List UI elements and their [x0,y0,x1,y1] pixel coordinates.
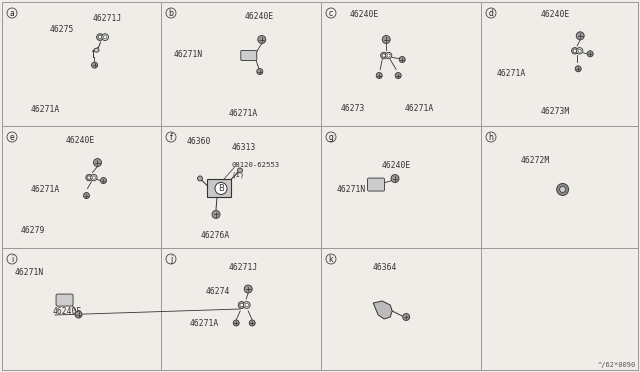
Text: 46240E: 46240E [350,10,379,19]
Text: 46271A: 46271A [31,185,60,194]
Circle shape [577,48,583,54]
Text: 46271J: 46271J [228,263,257,272]
Text: e: e [10,132,14,141]
Circle shape [92,62,97,68]
Circle shape [91,174,97,181]
Text: 46272M: 46272M [520,155,550,165]
Circle shape [245,303,248,307]
Text: 46271N: 46271N [174,49,203,58]
Circle shape [93,158,102,167]
Circle shape [215,182,227,195]
Text: 46276A: 46276A [201,231,230,240]
Text: 46240E: 46240E [244,12,273,21]
Circle shape [381,52,387,59]
FancyBboxPatch shape [367,178,385,191]
Text: 46240E: 46240E [53,307,82,316]
Text: g: g [328,132,333,141]
Circle shape [233,320,239,326]
Circle shape [212,211,220,218]
Circle shape [86,174,92,181]
Circle shape [83,193,90,199]
Text: h: h [488,132,493,141]
Text: f: f [170,132,172,141]
Circle shape [575,66,581,72]
Circle shape [102,34,109,41]
Circle shape [385,52,392,59]
Circle shape [572,48,578,54]
Text: j: j [170,254,172,263]
Text: 46360: 46360 [187,137,211,146]
Polygon shape [373,301,392,319]
Text: 46271A: 46271A [404,104,433,113]
Circle shape [559,186,566,192]
Circle shape [376,73,382,78]
Circle shape [88,176,91,179]
Circle shape [382,35,390,44]
Circle shape [92,176,95,179]
Circle shape [97,34,104,41]
Text: 46275: 46275 [50,25,74,34]
Ellipse shape [94,48,99,52]
Text: 46271A: 46271A [190,319,219,328]
FancyBboxPatch shape [56,294,73,306]
Circle shape [387,54,390,57]
Circle shape [99,35,102,39]
Text: 46273M: 46273M [541,107,570,116]
Text: 46271J: 46271J [93,14,122,23]
FancyBboxPatch shape [241,51,257,61]
Text: 08120-62553: 08120-62553 [232,162,280,168]
Text: 46240E: 46240E [541,10,570,19]
Circle shape [238,302,245,308]
Circle shape [258,35,266,44]
Bar [207,179,231,198]
Text: 46240E: 46240E [66,136,95,145]
Text: k: k [329,254,333,263]
Circle shape [573,49,577,52]
Text: B: B [218,184,224,193]
Circle shape [588,51,593,57]
Text: 46271N: 46271N [337,185,366,194]
Circle shape [399,57,405,62]
Text: 46273: 46273 [340,104,365,113]
Text: 46271N: 46271N [15,268,44,277]
Circle shape [240,303,243,307]
Circle shape [257,68,263,74]
Circle shape [244,285,252,293]
Circle shape [100,177,106,183]
Text: 46271A: 46271A [31,105,60,114]
Circle shape [104,35,107,39]
Text: i: i [11,254,13,263]
Circle shape [395,73,401,78]
Circle shape [557,183,568,195]
Text: 46279: 46279 [21,227,45,235]
Text: b: b [168,9,173,17]
Text: 46313: 46313 [232,144,256,153]
Text: 46240E: 46240E [382,161,411,170]
Text: a: a [10,9,14,17]
Circle shape [75,311,82,318]
Circle shape [249,320,255,326]
Text: 46364: 46364 [372,263,397,272]
Text: c: c [329,9,333,17]
Text: d: d [488,9,493,17]
Text: ^/62*0090: ^/62*0090 [598,362,636,368]
Circle shape [391,174,399,183]
Circle shape [237,168,243,173]
Text: 46274: 46274 [206,288,230,296]
Circle shape [243,302,250,308]
Circle shape [578,49,581,52]
Circle shape [576,32,584,40]
Text: (1): (1) [232,171,244,178]
Circle shape [198,176,202,181]
Text: 46271A: 46271A [497,70,526,78]
Text: 46271A: 46271A [228,109,257,118]
Circle shape [403,314,410,321]
Circle shape [382,54,385,57]
